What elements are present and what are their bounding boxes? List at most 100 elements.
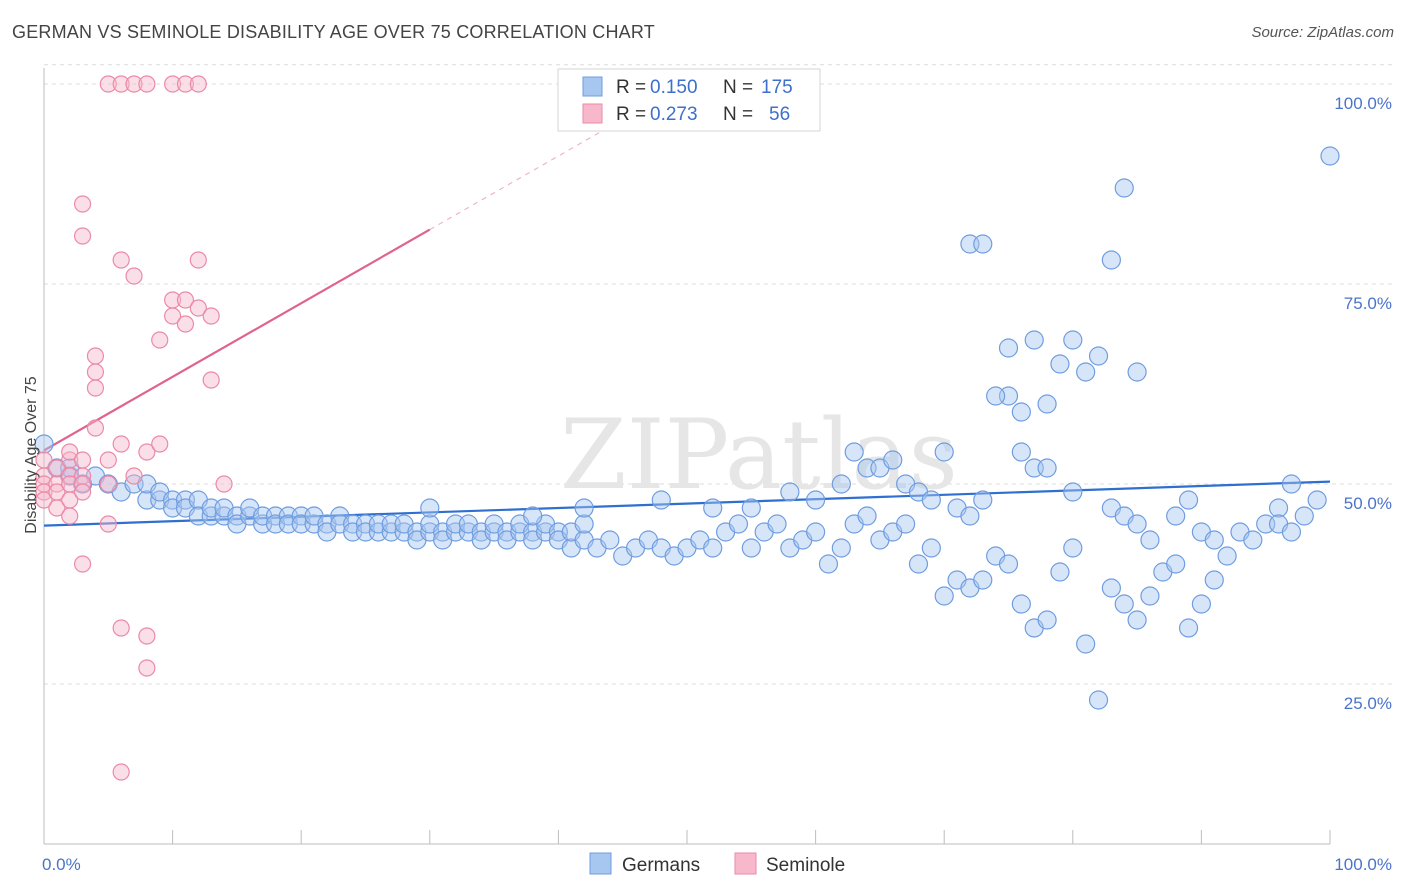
legend-r-value-germans: 0.150 (650, 77, 698, 98)
x-tick-label-100: 100.0% (1334, 855, 1392, 874)
german-point-130 (1243, 530, 1263, 550)
legend-n-value-seminole: 56 (769, 104, 790, 125)
german-point-185 (1127, 362, 1147, 382)
grid-lines (44, 64, 1392, 685)
german-point-115 (1050, 562, 1070, 582)
german-point-184 (1114, 178, 1134, 198)
seminole-point-51 (125, 75, 143, 93)
german-point-142 (741, 498, 761, 518)
legend-box: R = 0.150 N = 175 R = 0.273 N = 56 (557, 68, 821, 132)
german-point-118 (1088, 690, 1109, 710)
german-point-138 (523, 506, 543, 526)
seminole-point-42 (176, 315, 195, 333)
chart-title: GERMAN VS SEMINOLE DISABILITY AGE OVER 7… (12, 22, 655, 42)
german-point-149 (883, 450, 903, 470)
axes (43, 68, 1331, 845)
y-axis-title: Disability Age Over 75 (23, 376, 40, 534)
legend-n-label-seminole: N = (723, 104, 753, 125)
bottom-legend-germans: Germans (622, 855, 700, 876)
seminole-point-49 (99, 75, 117, 93)
bottom-legend: Germans Seminole (589, 852, 845, 876)
german-point-171 (1281, 522, 1302, 542)
german-point-177 (1024, 330, 1044, 350)
german-point-175 (998, 338, 1019, 358)
german-point-146 (844, 442, 864, 462)
german-point-121 (1127, 610, 1147, 630)
german-point-78 (574, 514, 594, 534)
seminole-point-46 (202, 371, 220, 389)
seminole-point-13 (61, 443, 79, 461)
german-point-167 (1178, 490, 1199, 510)
legend-r-label-germans: R = (616, 77, 646, 98)
data-points (34, 75, 1340, 781)
seminole-point-50 (112, 75, 130, 93)
seminole-point-37 (138, 659, 156, 677)
german-point-125 (1178, 618, 1199, 638)
seminole-point-43 (176, 291, 195, 309)
german-point-161 (1063, 482, 1083, 502)
german-point-180 (1063, 330, 1083, 350)
seminole-point-53 (164, 75, 182, 93)
german-point-96 (805, 522, 826, 542)
seminole-point-21 (73, 227, 92, 245)
german-point-97 (818, 554, 839, 574)
german-point-136 (1320, 146, 1340, 166)
seminole-point-8 (48, 499, 66, 517)
seminole-point-29 (112, 435, 130, 453)
german-point-126 (1191, 594, 1212, 614)
german-point-88 (703, 538, 723, 558)
german-point-178 (1037, 394, 1057, 414)
seminole-point-27 (99, 475, 117, 493)
seminole-point-54 (176, 75, 195, 93)
german-point-104 (908, 554, 929, 574)
german-point-165 (1140, 530, 1160, 550)
seminole-point-22 (86, 363, 105, 381)
seminole-point-35 (138, 443, 156, 461)
german-point-153 (934, 442, 954, 462)
german-point-156 (973, 490, 993, 510)
german-point-145 (831, 474, 851, 494)
x-tick-label-0: 0.0% (42, 855, 81, 874)
y-tick-label-25: 25.0% (1344, 694, 1392, 713)
german-point-119 (1101, 578, 1121, 598)
seminole-point-14 (61, 507, 79, 525)
bottom-legend-seminole: Seminole (766, 855, 845, 876)
seminole-point-17 (73, 483, 92, 501)
seminole-point-44 (189, 251, 207, 269)
seminole-trend-line (43, 228, 431, 452)
legend-n-value-germans: 175 (761, 77, 793, 98)
german-point-132 (1268, 498, 1289, 518)
german-point-122 (1140, 586, 1160, 606)
legend-r-value-seminole: 0.273 (650, 104, 698, 125)
seminole-point-24 (86, 347, 105, 365)
german-point-105 (921, 538, 941, 558)
seminole-point-31 (112, 251, 130, 269)
seminole-point-33 (125, 467, 143, 485)
german-point-93 (767, 514, 787, 534)
seminole-point-25 (86, 419, 105, 437)
german-point-173 (973, 234, 993, 254)
german-point-111 (998, 554, 1019, 574)
bottom-legend-swatch-seminole (734, 852, 757, 875)
y-tick-label-50: 50.0% (1344, 494, 1392, 513)
german-point-133 (1281, 474, 1302, 494)
german-point-181 (1076, 362, 1096, 382)
seminole-point-36 (138, 627, 156, 645)
german-point-109 (973, 570, 993, 590)
seminole-point-48 (215, 475, 233, 493)
german-point-141 (703, 498, 723, 518)
german-point-98 (831, 538, 851, 558)
german-point-128 (1217, 546, 1237, 566)
german-point-182 (1088, 346, 1109, 366)
german-point-90 (728, 514, 749, 534)
german-point-120 (1114, 594, 1134, 614)
german-point-103 (896, 514, 916, 534)
german-point-158 (1011, 442, 1031, 462)
legend-r-label-seminole: R = (616, 104, 646, 125)
german-point-134 (1294, 506, 1314, 526)
german-point-116 (1063, 538, 1083, 558)
seminole-point-20 (73, 195, 92, 213)
seminole-point-26 (99, 451, 117, 469)
german-point-106 (934, 586, 954, 606)
